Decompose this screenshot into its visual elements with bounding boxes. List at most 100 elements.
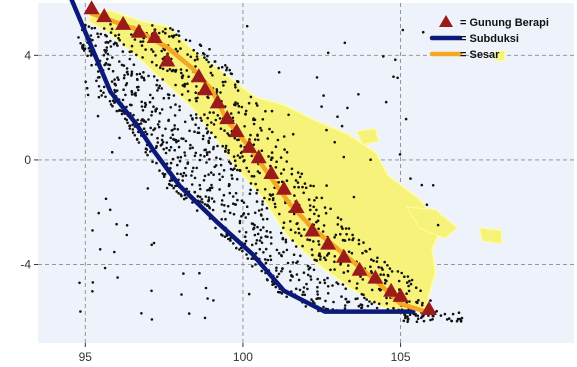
earthquake-point bbox=[152, 128, 155, 132]
earthquake-point bbox=[203, 113, 206, 116]
earthquake-point bbox=[390, 270, 394, 273]
earthquake-point bbox=[245, 205, 249, 208]
earthquake-point bbox=[270, 236, 273, 239]
volcano-markers bbox=[83, 0, 437, 315]
earthquake-point bbox=[362, 241, 365, 244]
earthquake-point bbox=[137, 88, 140, 92]
earthquake-point bbox=[274, 285, 278, 289]
earthquake-point bbox=[238, 169, 242, 172]
earthquake-point bbox=[160, 87, 163, 90]
earthquake-point bbox=[203, 155, 206, 158]
volcano-marker bbox=[304, 222, 321, 237]
earthquake-point bbox=[215, 88, 219, 91]
volcano-marker bbox=[83, 0, 100, 15]
earthquake-point bbox=[172, 186, 175, 190]
earthquake-point bbox=[152, 75, 156, 78]
earthquake-point bbox=[231, 168, 235, 172]
earthquake-point bbox=[224, 217, 227, 221]
earthquake-point bbox=[178, 160, 182, 163]
earthquake-point bbox=[316, 297, 320, 300]
earthquake-point bbox=[157, 125, 161, 129]
earthquake-point bbox=[416, 314, 420, 318]
earthquake-point bbox=[164, 31, 167, 35]
earthquake-point bbox=[156, 123, 160, 126]
earthquake-point bbox=[282, 250, 285, 254]
earthquake-point bbox=[130, 70, 134, 73]
earthquake-point bbox=[288, 270, 292, 273]
earthquake-point bbox=[133, 92, 136, 96]
volcano-marker bbox=[197, 81, 214, 96]
earthquake-point bbox=[174, 138, 178, 142]
earthquake-point bbox=[357, 304, 361, 308]
earthquake-point bbox=[191, 170, 194, 173]
earthquake-point bbox=[120, 112, 124, 116]
earthquake-point bbox=[212, 147, 215, 151]
axis-ticks: 95 100 105 4 0 -4 bbox=[20, 48, 411, 364]
earthquake-point bbox=[109, 45, 113, 48]
earthquake-point bbox=[161, 67, 165, 71]
earthquake-point bbox=[270, 151, 274, 154]
earthquake-point bbox=[277, 181, 281, 184]
earthquake-point bbox=[170, 184, 174, 187]
earthquake-point bbox=[280, 270, 283, 273]
earthquake-point bbox=[302, 286, 306, 289]
earthquake-point bbox=[183, 151, 186, 154]
earthquake-point bbox=[255, 200, 259, 203]
earthquake-point bbox=[229, 162, 232, 165]
earthquake-point bbox=[344, 287, 348, 291]
earthquake-point bbox=[93, 26, 97, 30]
earthquake-point bbox=[341, 283, 345, 286]
earthquake-point bbox=[180, 194, 183, 198]
earthquake-point bbox=[208, 206, 211, 210]
earthquake-point bbox=[120, 63, 124, 67]
earthquake-point bbox=[118, 108, 122, 112]
earthquake-point bbox=[214, 118, 218, 122]
earthquake-point bbox=[206, 130, 210, 133]
earthquake-point bbox=[141, 56, 144, 59]
earthquake-point bbox=[144, 120, 147, 124]
earthquake-point bbox=[109, 103, 113, 106]
earthquake-point bbox=[122, 76, 126, 80]
earthquake-point bbox=[309, 208, 312, 212]
earthquake-point bbox=[274, 145, 278, 148]
earthquake-point bbox=[95, 79, 98, 83]
earthquake-point bbox=[111, 69, 115, 73]
earthquake-point bbox=[118, 136, 121, 140]
earthquake-point bbox=[322, 305, 325, 309]
earthquake-point bbox=[346, 300, 349, 304]
earthquake-point bbox=[191, 146, 194, 149]
earthquake-point bbox=[385, 296, 388, 300]
earthquake-point bbox=[254, 102, 258, 105]
earthquake-point bbox=[195, 55, 199, 58]
earthquake-point bbox=[140, 44, 144, 47]
earthquake-point bbox=[94, 44, 97, 47]
earthquake-point bbox=[121, 50, 125, 53]
earthquake-point bbox=[275, 269, 278, 272]
earthquake-point bbox=[304, 305, 308, 308]
earthquake-point bbox=[219, 157, 222, 161]
earthquake-point bbox=[187, 75, 190, 78]
earthquake-point bbox=[406, 320, 409, 324]
earthquake-point bbox=[392, 306, 395, 310]
earthquake-point bbox=[256, 170, 260, 173]
earthquake-point bbox=[96, 114, 100, 118]
earthquake-point bbox=[261, 218, 265, 221]
earthquake-point bbox=[235, 177, 239, 181]
earthquake-point bbox=[375, 260, 379, 263]
volcano-marker bbox=[320, 235, 337, 250]
earthquake-point bbox=[144, 147, 148, 150]
earthquake-point bbox=[312, 240, 315, 243]
earthquake-point bbox=[207, 141, 211, 145]
earthquake-point bbox=[207, 196, 211, 199]
earthquake-point bbox=[150, 60, 154, 64]
earthquake-point bbox=[301, 185, 304, 189]
earthquake-point bbox=[357, 93, 360, 96]
earthquake-point bbox=[158, 120, 161, 123]
earthquake-point bbox=[241, 249, 244, 253]
earthquake-point bbox=[431, 318, 434, 321]
earthquake-point bbox=[238, 230, 241, 233]
earthquake-point bbox=[183, 154, 187, 157]
earthquake-point bbox=[108, 99, 112, 103]
earthquake-point bbox=[142, 71, 145, 74]
earthquake-point bbox=[226, 132, 229, 135]
